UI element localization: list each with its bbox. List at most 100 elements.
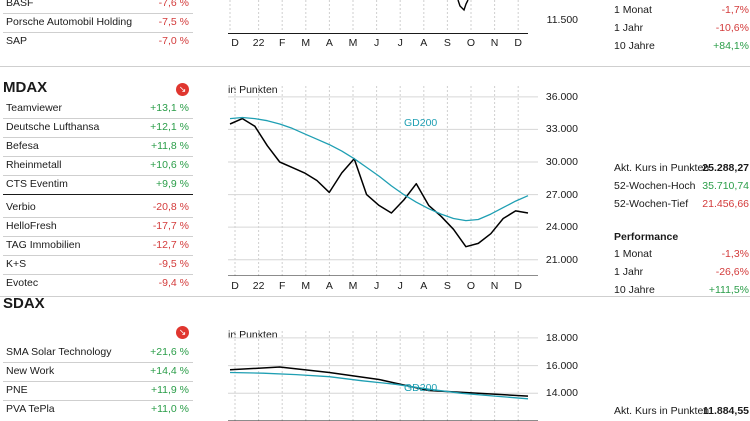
list-item-change: +10,6 % — [150, 159, 189, 171]
x-tick-label: A — [325, 280, 333, 292]
x-tick-label: D — [231, 280, 239, 292]
mdax-title: MDAX — [3, 79, 48, 96]
x-tick-label: F — [278, 280, 286, 292]
list-item[interactable]: New Work +14,4 % — [3, 362, 193, 382]
down-arrow-icon: ↘ — [176, 326, 189, 339]
x-tick-label: O — [466, 37, 476, 49]
stat-value: 25.288,27 — [702, 162, 749, 174]
list-item-name: K+S — [6, 258, 27, 270]
list-item[interactable]: BASF -7,6 % — [3, 0, 193, 14]
list-item[interactable]: Evotec -9,4 % — [3, 274, 193, 293]
list-item[interactable]: Teamviewer +13,1 % — [3, 99, 193, 119]
y-tick-label: 14.000 — [545, 387, 578, 400]
y-tick-label: 33.000 — [545, 123, 578, 136]
x-tick-label: J — [397, 280, 403, 292]
list-item-name: PVA TePla — [6, 403, 55, 415]
list-item-change: +9,9 % — [156, 178, 189, 190]
list-item-change: +21,6 % — [150, 346, 189, 358]
y-tick-label: 16.000 — [545, 359, 578, 372]
stat-value: -1,3% — [721, 248, 749, 260]
stat-label: Akt. Kurs in Punkten — [614, 405, 710, 417]
stat-row: 1 Monat -1,7% — [614, 1, 750, 19]
x-tick-label: J — [373, 37, 380, 49]
x-tick-label: M — [348, 37, 358, 49]
stat-label: 1 Monat — [614, 4, 652, 16]
list-item[interactable]: Befesa +11,8 % — [3, 137, 193, 157]
x-tick-label: M — [301, 37, 311, 49]
list-item[interactable]: PNE +11,9 % — [3, 381, 193, 401]
x-tick-label: O — [466, 280, 476, 292]
list-item-name: TAG Immobilien — [6, 239, 81, 251]
x-tick-label: F — [278, 37, 286, 49]
top-ytick: 11.500 — [546, 14, 578, 26]
list-item-change: +14,4 % — [150, 365, 189, 377]
list-item-change: -17,7 % — [152, 220, 189, 232]
list-item-change: -7,5 % — [158, 16, 189, 28]
list-item-name: Befesa — [6, 140, 39, 152]
stat-row: 1 Monat -1,3% — [614, 245, 750, 263]
list-item-change: +11,9 % — [150, 384, 189, 396]
x-tick-label: J — [397, 37, 403, 49]
mdax-performance-title: Performance — [614, 231, 679, 243]
list-item[interactable]: CTS Eventim +9,9 % — [3, 175, 193, 195]
stat-label: 52-Wochen-Hoch — [614, 180, 696, 192]
list-item-name: Porsche Automobil Holding — [6, 16, 133, 28]
section-divider — [0, 296, 750, 297]
x-tick-label: D — [231, 37, 239, 49]
x-tick-label: A — [420, 37, 428, 49]
sdax-chart: GD200 — [228, 331, 538, 421]
y-tick-label: 24.000 — [545, 221, 578, 234]
stat-row: 1 Jahr -10,6% — [614, 19, 750, 37]
stat-value: 11.884,55 — [702, 405, 749, 417]
list-item[interactable]: TAG Immobilien -12,7 % — [3, 236, 193, 256]
stat-label: 52-Wochen-Tief — [614, 198, 689, 210]
list-item-name: CTS Eventim — [6, 178, 68, 190]
list-item[interactable]: K+S -9,5 % — [3, 255, 193, 275]
stat-label: 1 Jahr — [614, 22, 644, 34]
sdax-title: SDAX — [3, 295, 45, 312]
list-item-change: -9,4 % — [158, 277, 189, 289]
list-item[interactable]: Verbio -20,8 % — [3, 198, 193, 218]
x-tick-label: 22 — [252, 37, 265, 49]
list-item[interactable]: PVA TePla +11,0 % — [3, 400, 193, 419]
list-item-name: PNE — [6, 384, 28, 396]
list-item[interactable]: Deutsche Lufthansa +12,1 % — [3, 118, 193, 138]
section-divider — [0, 66, 750, 67]
x-tick-label: D — [514, 37, 522, 49]
stat-label: 1 Monat — [614, 248, 652, 260]
gd200-line-series — [229, 116, 529, 222]
list-item[interactable]: Porsche Automobil Holding -7,5 % — [3, 13, 193, 33]
stat-value: 35.710,74 — [702, 180, 749, 192]
list-item-change: -7,0 % — [158, 35, 189, 47]
list-item-name: SMA Solar Technology — [6, 346, 112, 358]
y-tick-label: 21.000 — [545, 253, 578, 266]
gd200-series-label: GD200 — [404, 117, 437, 129]
list-item[interactable]: HelloFresh -17,7 % — [3, 217, 193, 237]
list-item-name: Teamviewer — [6, 102, 63, 114]
list-item-change: -20,8 % — [152, 201, 189, 213]
list-item[interactable]: SAP -7,0 % — [3, 32, 193, 51]
x-tick-label: N — [490, 37, 499, 49]
list-item-name: Deutsche Lufthansa — [6, 121, 100, 133]
list-item-change: -12,7 % — [152, 239, 189, 251]
stat-row: 10 Jahre +84,1% — [614, 37, 750, 55]
x-tick-label: A — [420, 280, 428, 292]
list-item-change: +13,1 % — [150, 102, 189, 114]
top-x-axis-line — [228, 33, 528, 34]
list-item-name: Evotec — [6, 277, 39, 289]
list-item-name: SAP — [6, 35, 28, 47]
index-line-series — [229, 366, 529, 397]
y-tick-label: 36.000 — [545, 90, 578, 103]
gd200-series-label: GD200 — [404, 382, 437, 394]
list-item[interactable]: Rheinmetall +10,6 % — [3, 156, 193, 176]
stat-value: -26,6% — [715, 266, 749, 278]
x-tick-label: J — [373, 280, 380, 292]
x-tick-label: 22 — [252, 280, 265, 292]
mdax-chart-label: in Punkten — [228, 84, 278, 96]
index-line-series — [229, 117, 529, 248]
x-tick-label: M — [348, 280, 358, 292]
stat-label: Akt. Kurs in Punkten — [614, 162, 710, 174]
x-tick-label: D — [514, 280, 522, 292]
list-item[interactable]: SMA Solar Technology +21,6 % — [3, 343, 193, 363]
top-chart — [229, 0, 519, 30]
